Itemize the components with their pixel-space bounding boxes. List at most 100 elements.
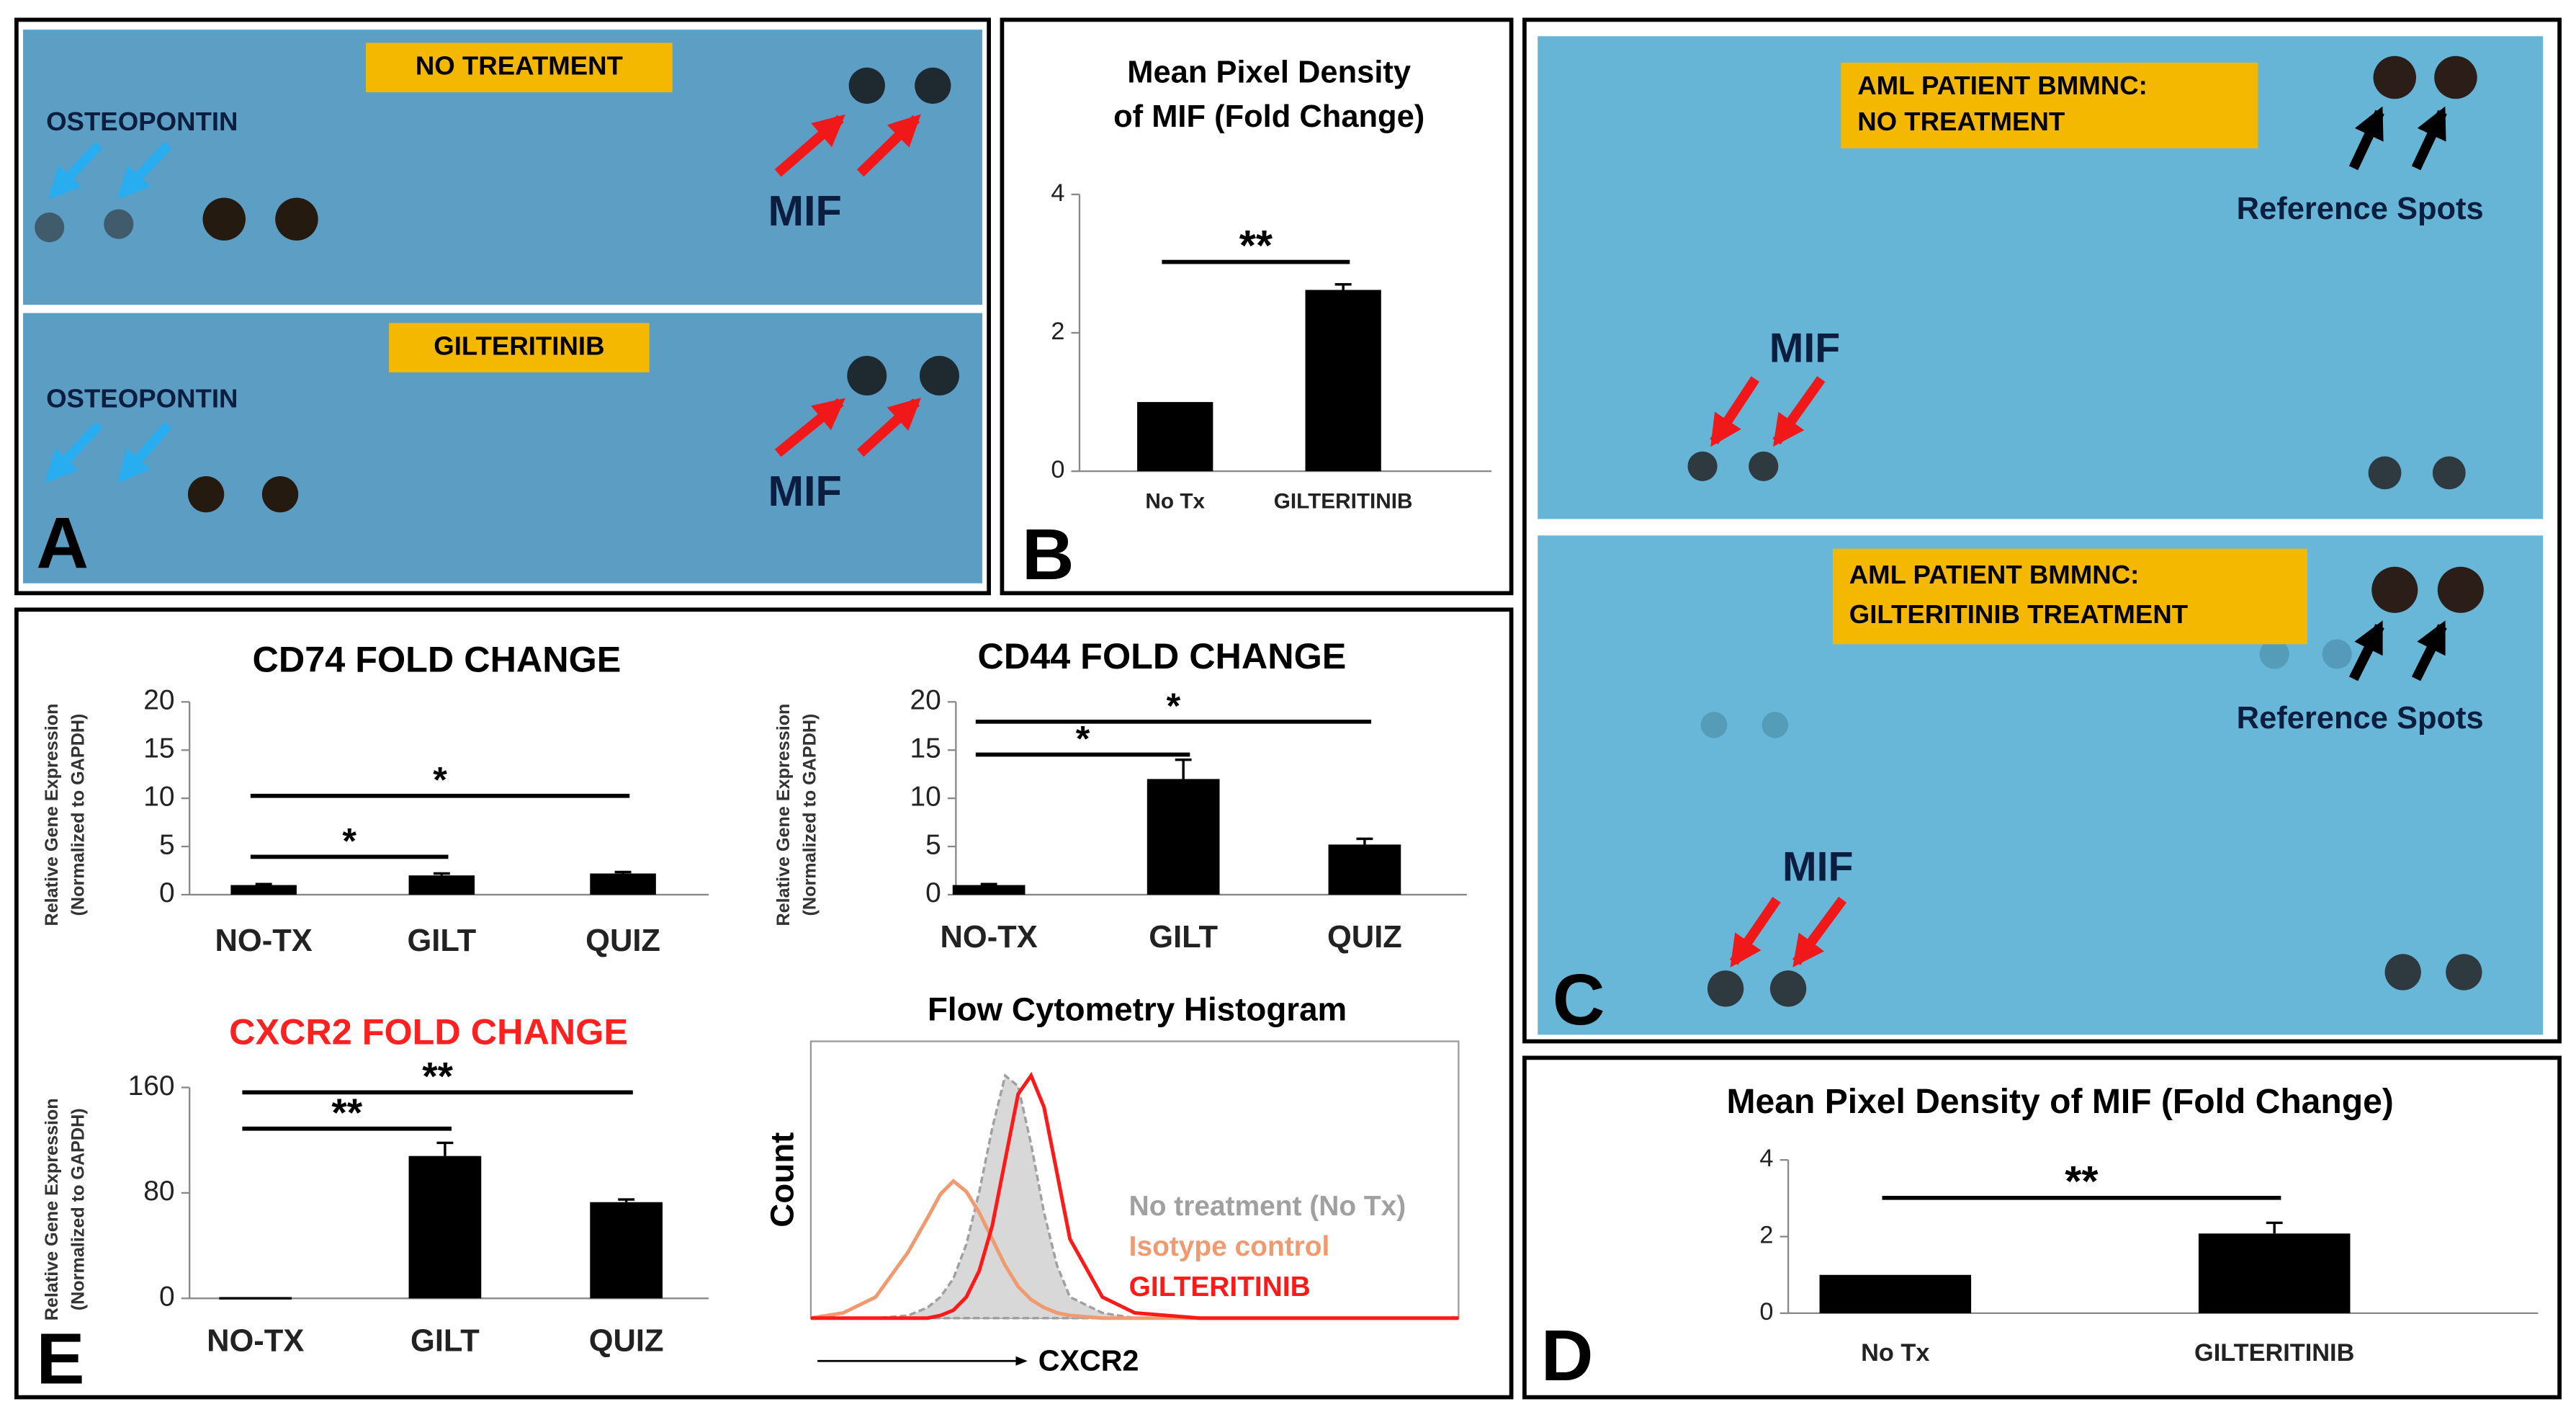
blot-label: NO TREATMENT xyxy=(1857,107,2065,136)
bar xyxy=(408,1155,482,1299)
y-tick-label: 20 xyxy=(910,685,941,716)
y-tick-label: 2 xyxy=(1759,1222,1773,1249)
x-tick-label: GILT xyxy=(410,1324,480,1359)
blot-label: AML PATIENT BMMNC: xyxy=(1857,71,2148,100)
legend-entry: No treatment (No Tx) xyxy=(1129,1191,1406,1222)
significance-label: * xyxy=(1076,718,1090,759)
y-tick-label: 4 xyxy=(1051,179,1064,207)
x-tick-label: NO-TX xyxy=(941,920,1038,955)
y-axis-label: Relative Gene Expression xyxy=(42,704,62,926)
blot-label: GILTERITINIB xyxy=(434,331,604,360)
chart-title: Mean Pixel Density xyxy=(1127,55,1411,89)
x-tick-label: GILT xyxy=(1149,920,1218,955)
target-label: MIF xyxy=(1769,325,1840,371)
panel-letter: D xyxy=(1541,1315,1594,1396)
y-tick-label: 10 xyxy=(143,781,174,812)
marker-label: OSTEOPONTIN xyxy=(46,107,238,136)
error-bar xyxy=(1175,758,1192,779)
blot-label: GILTERITINIB TREATMENT xyxy=(1849,599,2188,629)
error-bar xyxy=(436,1141,454,1156)
bar xyxy=(1328,844,1401,895)
error-bar xyxy=(1356,837,1373,845)
y-tick-label: 160 xyxy=(128,1070,175,1101)
reference-label: Reference Spots xyxy=(2237,701,2484,736)
chart-title: CD74 FOLD CHANGE xyxy=(253,639,621,680)
reference-label: Reference Spots xyxy=(2237,192,2484,226)
x-tick-label: QUIZ xyxy=(589,1324,664,1359)
x-tick-label: GILTERITINIB xyxy=(1274,489,1413,513)
target-label: MIF xyxy=(1782,844,1853,890)
x-tick-label: QUIZ xyxy=(585,924,660,958)
significance-label: ** xyxy=(331,1090,362,1135)
bar xyxy=(408,875,475,895)
histogram-curve xyxy=(810,1071,1459,1320)
bar xyxy=(590,873,656,895)
y-axis-label: (Normalized to GAPDH) xyxy=(68,1108,88,1310)
error-bar xyxy=(433,872,450,876)
significance-label: * xyxy=(342,820,356,861)
significance-label: ** xyxy=(422,1054,453,1099)
error-bar xyxy=(618,1198,635,1202)
y-tick-label: 80 xyxy=(143,1176,174,1207)
blot-label: NO TREATMENT xyxy=(416,50,623,80)
error-bar xyxy=(1334,283,1352,290)
marker-label: OSTEOPONTIN xyxy=(46,383,238,413)
x-tick-label: No Tx xyxy=(1861,1339,1929,1367)
y-tick-label: 2 xyxy=(1051,318,1064,345)
y-tick-label: 5 xyxy=(925,829,941,860)
chart-title: Mean Pixel Density of MIF (Fold Change) xyxy=(1727,1083,2394,1121)
bar xyxy=(219,1297,292,1300)
y-tick-label: 10 xyxy=(910,781,941,812)
bar xyxy=(952,885,1026,895)
y-tick-label: 0 xyxy=(1051,456,1064,483)
bar xyxy=(2198,1233,2351,1313)
y-tick-label: 5 xyxy=(159,829,175,860)
panel-frames xyxy=(14,17,2562,1400)
x-tick-label: NO-TX xyxy=(215,924,313,958)
y-axis-label: (Normalized to GAPDH) xyxy=(68,714,88,916)
panel-letter: E xyxy=(36,1318,84,1399)
y-tick-label: 20 xyxy=(143,685,174,716)
x-tick-label: No Tx xyxy=(1145,489,1205,513)
error-bar xyxy=(255,882,272,885)
significance-label: * xyxy=(433,759,447,800)
x-tick-label: QUIZ xyxy=(1327,920,1402,955)
legend-entry: Isotype control xyxy=(1129,1231,1330,1262)
y-tick-label: 0 xyxy=(1759,1298,1773,1326)
panel-letter: A xyxy=(36,503,89,584)
chart-title: Flow Cytometry Histogram xyxy=(928,991,1347,1027)
bar xyxy=(230,885,297,895)
panel-texts: NO TREATMENT GILTERITINIB OSTEOPONTIN OS… xyxy=(36,50,2483,1399)
x-tick-label: GILTERITINIB xyxy=(2194,1339,2354,1367)
significance-label: ** xyxy=(2065,1157,2099,1205)
blot-c xyxy=(1538,36,2544,1035)
chart-title: CD44 FOLD CHANGE xyxy=(977,635,1346,676)
histogram-curve xyxy=(810,1179,1459,1320)
chart-title: of MIF (Fold Change) xyxy=(1113,99,1424,134)
bar xyxy=(1305,290,1381,472)
y-tick-label: 0 xyxy=(159,877,175,908)
chart-title: CXCR2 FOLD CHANGE xyxy=(229,1011,628,1052)
error-bar xyxy=(2266,1221,2283,1234)
error-bar xyxy=(980,882,997,885)
y-axis-label: Relative Gene Expression xyxy=(773,704,794,926)
significance-label: * xyxy=(1167,685,1181,726)
x-axis-label: CXCR2 xyxy=(1038,1344,1139,1377)
bar xyxy=(590,1202,663,1299)
x-tick-label: GILT xyxy=(407,924,476,958)
x-tick-label: NO-TX xyxy=(207,1324,304,1359)
y-tick-label: 15 xyxy=(910,733,941,764)
y-tick-label: 0 xyxy=(925,877,941,908)
panel-letter: B xyxy=(1022,514,1074,595)
bar xyxy=(1146,779,1220,895)
y-axis-label: (Normalized to GAPDH) xyxy=(800,714,820,916)
y-tick-label: 4 xyxy=(1759,1145,1773,1172)
blot-a xyxy=(23,30,982,584)
bar xyxy=(1137,402,1213,472)
target-label: MIF xyxy=(768,467,841,515)
bar xyxy=(1819,1274,1972,1313)
y-axis-label: Relative Gene Expression xyxy=(42,1098,62,1320)
y-tick-label: 15 xyxy=(143,733,174,764)
significance-label: ** xyxy=(1239,221,1273,269)
